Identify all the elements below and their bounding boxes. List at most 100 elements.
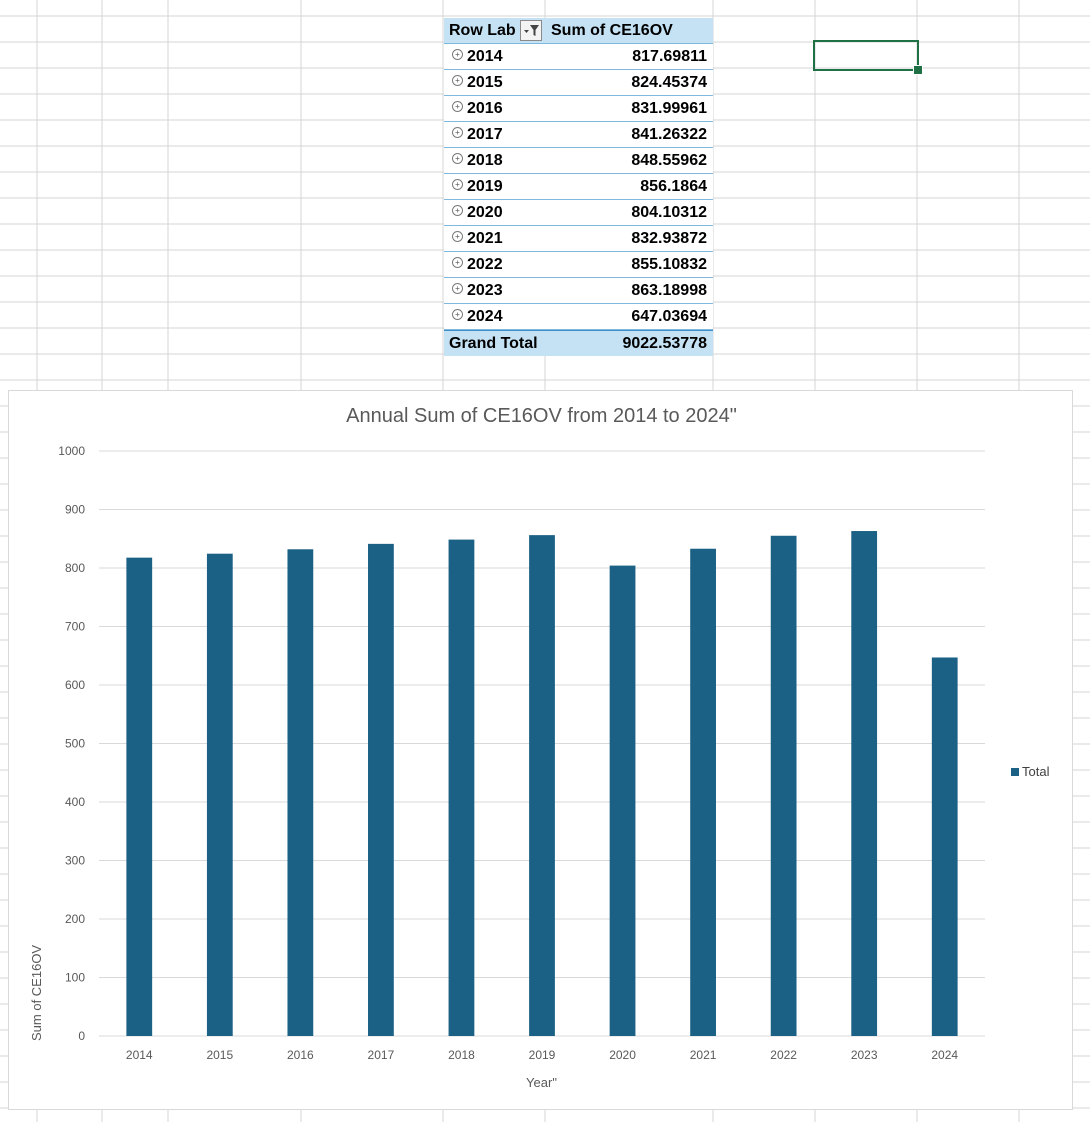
expand-icon[interactable]: + [452, 231, 463, 243]
x-tick-label: 2018 [448, 1048, 475, 1062]
y-tick-label: 700 [65, 620, 85, 634]
bar-chart[interactable]: 0 100 200 300 400 500 600 700 800 900 1000 2014 2015… [8, 390, 1073, 1110]
pivot-row-value[interactable]: 856.1864 [640, 178, 707, 195]
bar-2019[interactable] [529, 535, 555, 1036]
pivot-row-label[interactable]: +2018 [444, 148, 545, 174]
pivot-row-label[interactable]: +2020 [444, 200, 545, 226]
year-label: 2020 [467, 204, 503, 221]
expand-icon[interactable]: + [452, 205, 463, 217]
y-tick-label: 800 [65, 561, 85, 575]
value-header[interactable]: Sum of CE16OV [551, 22, 673, 39]
pivot-row-value[interactable]: 804.10312 [631, 204, 707, 221]
bar-2023[interactable] [851, 531, 878, 1036]
pivot-row: +2015 824.45374 [444, 70, 713, 96]
x-tick-label: 2023 [851, 1048, 878, 1062]
pivot-row: +2021 832.93872 [444, 226, 713, 252]
pivot-row-value[interactable]: 855.10832 [631, 256, 707, 273]
pivot-row-label[interactable]: +2016 [444, 96, 545, 122]
x-tick-label: 2017 [368, 1048, 395, 1062]
expand-icon[interactable]: + [452, 153, 463, 165]
pivot-row-label[interactable]: +2022 [444, 252, 545, 278]
legend-swatch [1011, 767, 1019, 776]
year-label: 2019 [467, 178, 503, 195]
expand-icon[interactable]: + [452, 309, 463, 321]
pivot-row: +2018 848.55962 [444, 148, 713, 174]
pivot-row-value[interactable]: 832.93872 [631, 230, 707, 247]
expand-icon[interactable]: + [452, 49, 463, 61]
bar-2015[interactable] [206, 553, 233, 1036]
year-label: 2023 [467, 282, 503, 299]
pivot-row-label[interactable]: +2023 [444, 278, 545, 304]
pivot-row-value[interactable]: 824.45374 [631, 74, 707, 91]
y-tick-label: 100 [65, 971, 85, 985]
pivot-row: +2014 817.69811 [444, 44, 713, 70]
x-tick-label: 2022 [770, 1048, 797, 1062]
y-tick-label: 400 [65, 795, 85, 809]
y-tick-label: 300 [65, 854, 85, 868]
pivot-row: +2022 855.10832 [444, 252, 713, 278]
expand-icon[interactable]: + [452, 283, 463, 295]
pivot-row-value[interactable]: 848.55962 [631, 152, 707, 169]
x-axis-label: Year" [526, 1075, 557, 1090]
pivot-row-value[interactable]: 647.03694 [631, 308, 707, 325]
pivot-row: +2017 841.26322 [444, 122, 713, 148]
selected-cell[interactable] [813, 40, 919, 71]
x-tick-label: 2024 [931, 1048, 958, 1062]
expand-icon[interactable]: + [452, 101, 463, 113]
y-tick-label: 1000 [58, 444, 85, 458]
grand-total-value[interactable]: 9022.53778 [622, 335, 707, 352]
year-label: 2024 [467, 308, 503, 325]
grand-total-label[interactable]: Grand Total [449, 335, 538, 352]
x-tick-label: 2021 [690, 1048, 717, 1062]
expand-icon[interactable]: + [452, 179, 463, 191]
expand-icon[interactable]: + [452, 75, 463, 87]
pivot-row: +2019 856.1864 [444, 174, 713, 200]
chart-legend: Total [1011, 764, 1049, 779]
chart-title: Annual Sum of CE16OV from 2014 to 2024" [346, 405, 737, 427]
x-tick-label: 2014 [126, 1048, 153, 1062]
bar-2014[interactable] [126, 557, 153, 1036]
bar-2024[interactable] [931, 657, 958, 1036]
pivot-row-label[interactable]: +2015 [444, 70, 545, 96]
fill-handle[interactable] [913, 65, 923, 75]
pivot-row-value[interactable]: 863.18998 [631, 282, 707, 299]
expand-icon[interactable]: + [452, 127, 463, 139]
pivot-row-value[interactable]: 817.69811 [632, 48, 707, 65]
filter-dropdown-icon[interactable] [520, 20, 542, 41]
pivot-row-label[interactable]: +2024 [444, 304, 545, 330]
y-tick-label: 200 [65, 912, 85, 926]
row-labels-header[interactable]: Row Lab [449, 22, 516, 39]
pivot-row-label[interactable]: +2021 [444, 226, 545, 252]
x-tick-label: 2019 [529, 1048, 556, 1062]
x-tick-label: 2020 [609, 1048, 636, 1062]
pivot-row: +2020 804.10312 [444, 200, 713, 226]
year-label: 2022 [467, 256, 503, 273]
y-tick-label: 600 [65, 678, 85, 692]
pivot-row: +2024 647.03694 [444, 304, 713, 330]
pivot-row-label[interactable]: +2019 [444, 174, 545, 200]
x-tick-label: 2015 [206, 1048, 233, 1062]
pivot-header-row: Row Lab Sum of CE16OV [444, 18, 713, 44]
y-axis-label: Sum of CE16OV [29, 944, 44, 1041]
pivot-row-label[interactable]: +2014 [444, 44, 545, 70]
pivot-row-value[interactable]: 841.26322 [631, 126, 707, 143]
bar-2022[interactable] [770, 535, 797, 1036]
pivot-row-value[interactable]: 831.99961 [631, 100, 707, 117]
year-label: 2015 [467, 74, 503, 91]
year-label: 2014 [467, 48, 503, 65]
expand-icon[interactable]: + [452, 257, 463, 269]
x-tick-label: 2016 [287, 1048, 314, 1062]
y-tick-label: 900 [65, 503, 85, 517]
bar-2016[interactable] [287, 549, 314, 1036]
bar-2018[interactable] [448, 539, 475, 1036]
grand-total-row: Grand Total 9022.53778 [444, 330, 713, 356]
year-label: 2016 [467, 100, 503, 117]
year-label: 2018 [467, 152, 503, 169]
pivot-row-label[interactable]: +2017 [444, 122, 545, 148]
pivot-row: +2023 863.18998 [444, 278, 713, 304]
y-tick-label: 500 [65, 737, 85, 751]
bar-2020[interactable] [609, 565, 636, 1036]
bar-2017[interactable] [368, 543, 394, 1036]
year-label: 2017 [467, 126, 503, 143]
bar-2021[interactable] [690, 548, 716, 1036]
